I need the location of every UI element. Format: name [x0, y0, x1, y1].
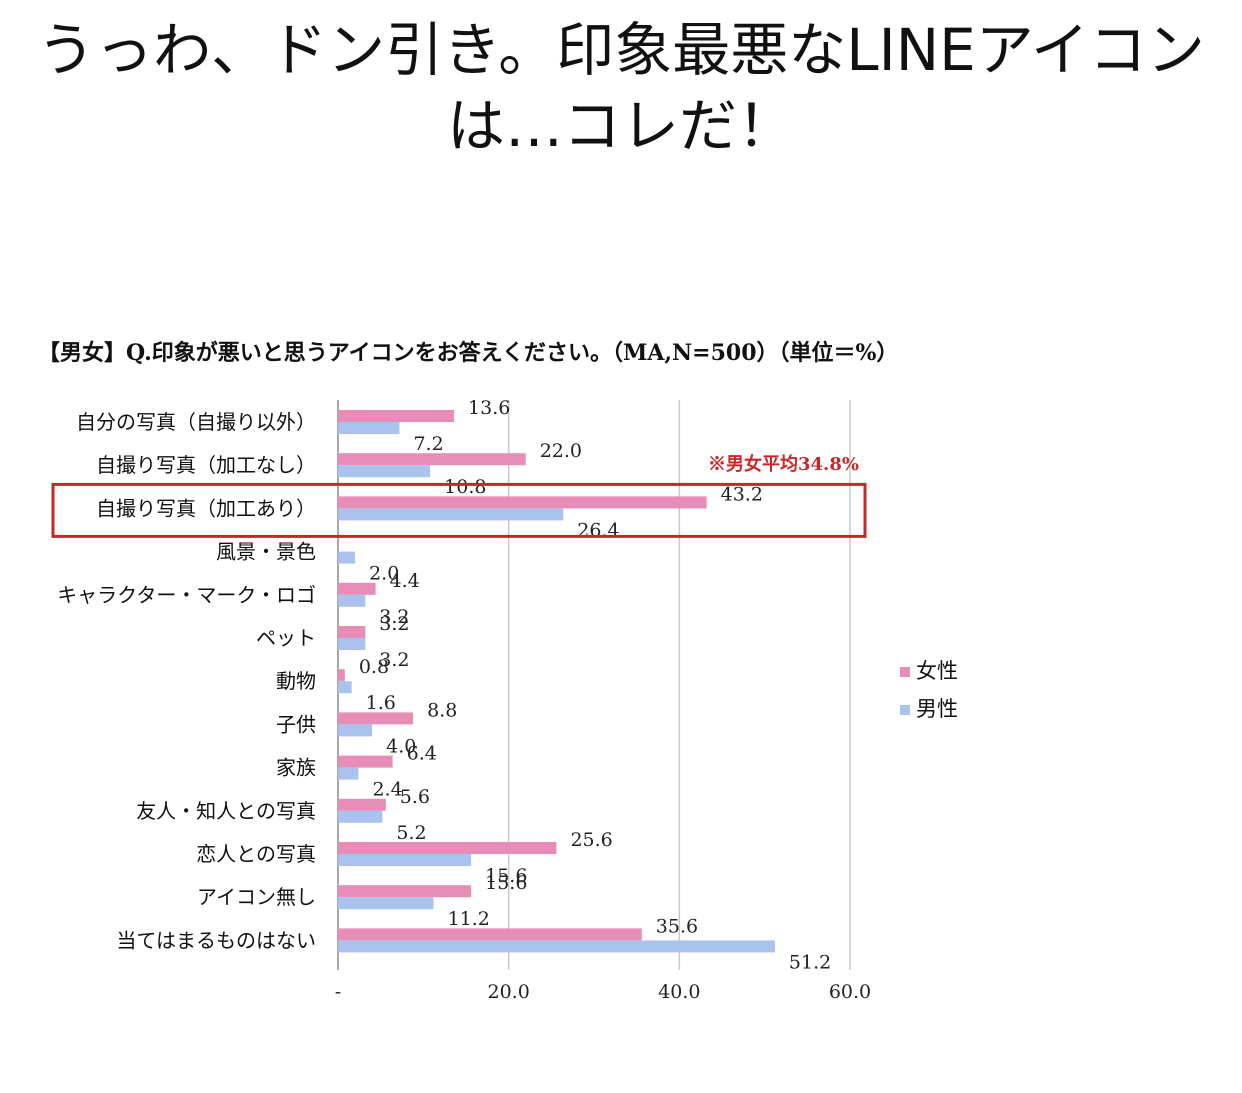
- category-label: 動物: [276, 669, 316, 693]
- value-label-male: 3.2: [379, 649, 409, 671]
- bar-male: [338, 465, 431, 478]
- bar-female: [338, 755, 393, 768]
- category-label: 当てはまるものはない: [116, 928, 316, 952]
- bar-female: [338, 626, 366, 638]
- category-label: 自撮り写真（加工あり）: [96, 496, 316, 520]
- value-label-male: 51.2: [789, 951, 831, 973]
- value-label-female: 3.2: [379, 613, 409, 635]
- legend-label: 男性: [916, 697, 958, 721]
- chart-category-labels: 自分の写真（自撮り以外） 自撮り写真（加工なし） 自撮り写真（加工あり） 風景・景色キ…: [57, 410, 316, 952]
- value-label-male: 2.0: [369, 563, 399, 585]
- bar-male: [338, 681, 352, 694]
- chart-title: 【男女】Q.印象が悪いと思うアイコンをお答えください。（MA,N=500）（単位…: [38, 340, 898, 366]
- value-label-male: 5.2: [396, 822, 426, 844]
- bar-female: [338, 712, 414, 725]
- value-label-female: 22.0: [540, 440, 582, 462]
- value-label-male: 11.2: [448, 908, 490, 930]
- chart-value-labels: 13.67.2 22.010.8 43.226.42.04.43.23.23.20.…: [359, 397, 831, 973]
- x-tick-label: 20.0: [488, 981, 530, 1003]
- value-label-male: 4.0: [386, 735, 416, 757]
- value-label-female: 0.8: [359, 656, 389, 678]
- legend-label: 女性: [916, 659, 958, 683]
- category-label: 風景・景色: [216, 540, 316, 564]
- value-label-male: 3.2: [379, 606, 409, 628]
- bar-male: [338, 940, 775, 953]
- category-label: 友人・知人との写真: [136, 799, 316, 823]
- category-label: 家族: [276, 756, 316, 780]
- value-label-female: 35.6: [656, 915, 698, 937]
- value-label-male: 26.4: [577, 519, 619, 541]
- legend-swatch: [900, 705, 910, 715]
- category-label: キャラクター・マーク・ロゴ: [57, 583, 316, 607]
- value-label-female: 5.6: [400, 786, 430, 808]
- bar-female: [338, 582, 376, 595]
- bar-female: [338, 885, 472, 898]
- bar-male: [338, 508, 564, 521]
- value-label-male: 2.4: [372, 779, 402, 801]
- bar-male: [338, 638, 366, 650]
- value-label-male: 15.6: [485, 865, 527, 887]
- headline: うっわ、ドン引き。印象最悪なLINEアイコン は…コレだ！: [0, 12, 1242, 164]
- category-label: 自分の写真（自撮り以外）: [76, 410, 316, 434]
- bar-male: [338, 422, 400, 434]
- value-label-female: 43.2: [721, 483, 763, 505]
- bar-male: [338, 897, 434, 910]
- x-tick-label: 60.0: [829, 981, 871, 1003]
- value-label-female: 25.6: [570, 829, 612, 851]
- bar-female: [338, 496, 707, 509]
- value-label-female: 13.6: [468, 397, 510, 419]
- bar-male: [338, 551, 356, 564]
- survey-bar-chart: 【男女】Q.印象が悪いと思うアイコンをお答えください。（MA,N=500）（単位…: [38, 340, 958, 1003]
- chart-bars: [338, 410, 775, 953]
- bar-female: [338, 842, 557, 854]
- legend-swatch: [900, 667, 910, 677]
- category-label: 子供: [276, 712, 316, 736]
- highlight-box: [51, 482, 867, 538]
- headline-line-2: は…コレだ！: [446, 92, 795, 160]
- x-tick-label: -: [335, 981, 341, 1003]
- bar-male: [338, 594, 366, 607]
- value-label-female: 8.8: [427, 699, 457, 721]
- x-tick-label: 40.0: [658, 981, 700, 1003]
- headline-line-1: うっわ、ドン引き。印象最悪なLINEアイコン: [37, 16, 1205, 84]
- category-label: ペット: [256, 626, 316, 650]
- bar-female: [338, 669, 345, 682]
- value-label-male: 10.8: [444, 476, 486, 498]
- bar-female: [338, 798, 386, 811]
- category-label: 恋人との写真: [196, 842, 316, 866]
- category-label: 自撮り写真（加工なし）: [96, 453, 316, 477]
- category-label: アイコン無し: [197, 885, 316, 909]
- bar-female: [338, 453, 526, 466]
- value-label-female: 15.6: [485, 872, 527, 894]
- value-label-male: 1.6: [366, 692, 396, 714]
- average-annotation: ※男女平均34.8%: [708, 453, 859, 475]
- value-label-female: 4.4: [390, 570, 420, 592]
- bar-male: [338, 767, 359, 780]
- bar-male: [338, 854, 472, 866]
- bar-male: [338, 724, 373, 737]
- bar-female: [338, 410, 455, 422]
- value-label-female: 6.4: [407, 743, 437, 765]
- bar-male: [338, 810, 383, 823]
- bar-female: [338, 928, 642, 941]
- value-label-male: 7.2: [413, 433, 443, 455]
- chart-x-ticks: - 20.0 40.0 60.0: [335, 981, 871, 1003]
